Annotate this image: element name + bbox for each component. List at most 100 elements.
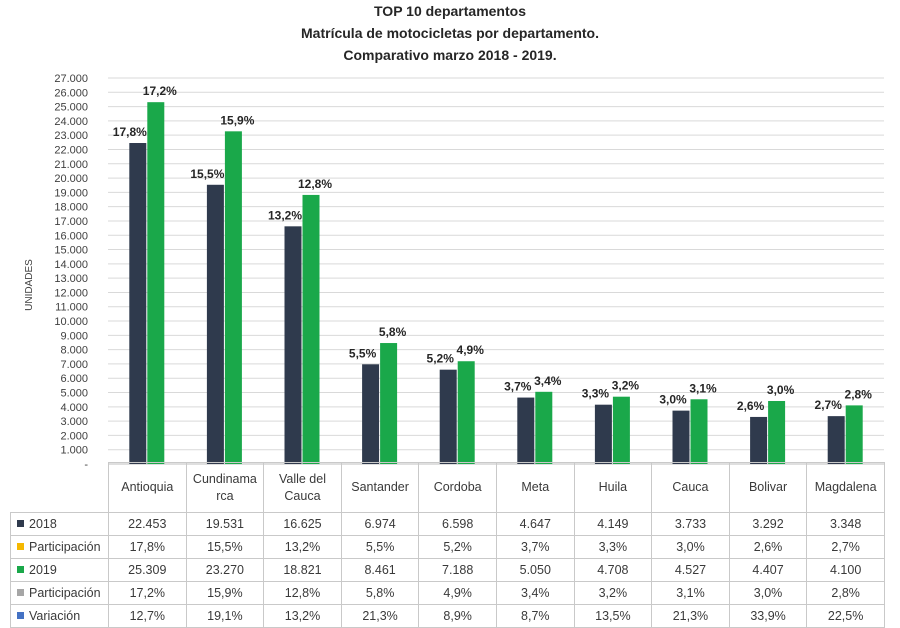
bar-2019-1 [224,131,242,464]
y-tick-label: 16.000 [54,230,88,242]
data-label-2019-7: 3,1% [689,381,717,395]
data-label-2018-5: 3,7% [504,380,532,394]
table-cell: 13,5% [573,604,653,628]
data-label-2019-0: 17,2% [143,84,177,98]
category-label: Santander [340,462,420,513]
row-label-text: 2019 [29,563,57,577]
row-label-text: Participación [29,540,101,554]
bar-2019-6 [612,396,630,464]
bars [129,102,863,465]
bar-2018-4 [439,369,457,464]
y-tick-label: 13.000 [54,273,88,285]
table-cell: 3.733 [651,512,730,536]
table-cell: 15,5% [185,535,265,559]
bar-2018-1 [206,184,224,464]
table-row: Participación 17,2% 15,9% 12,8% 5,8% 4,9% 3,4%… [10,581,885,605]
table-cell: 3,0% [728,581,808,605]
y-tick-label: 11.000 [55,302,88,314]
bar-2018-6 [594,404,612,464]
category-label: Huila [573,462,653,513]
data-label-2018-9: 2,7% [815,398,843,412]
y-tick-label: 4.000 [60,402,88,414]
y-tick-label: 1.000 [60,445,88,457]
table-cell: 21,3% [340,604,420,628]
table-cell: 5.050 [495,558,575,582]
y-tick-label: 9.000 [60,330,88,342]
table-cell: 13,2% [263,604,342,628]
data-label-2018-7: 3,0% [659,393,687,407]
chart-title-line-3: Comparativo marzo 2018 - 2019. [343,47,557,63]
y-tick-label: 2.000 [60,430,88,442]
table-cell: 4.647 [495,512,575,536]
y-tick-label: 3.000 [60,416,88,428]
table-cell: 8.461 [340,558,420,582]
data-label-2019-5: 3,4% [534,374,562,388]
table-row: Participación 17,8% 15,5% 13,2% 5,5% 5,2% 3,7%… [10,535,885,559]
data-label-2018-0: 17,8% [113,125,147,139]
legend-key [17,543,24,550]
y-tick-label: 26.000 [54,87,88,99]
table-cell: 4.149 [573,512,653,536]
table-cell: 12,7% [108,604,187,628]
table-cell: 5,5% [340,535,420,559]
table-cell: 3.348 [806,512,885,536]
table-cell: 3,3% [573,535,653,559]
row-label-text: Participación [29,586,101,600]
table-cell: 17,8% [108,535,187,559]
legend-key [17,612,24,619]
category-label: Valle del Cauca [263,462,342,513]
table-corner [10,462,109,513]
bar-2018-3 [362,364,380,464]
bar-chart: UNIDADES -1.0002.0003.0004.0005.0006.000… [24,73,884,470]
data-label-2018-2: 13,2% [268,208,302,222]
chart-title-line-2: Matrícula de motocicletas por departamen… [301,25,599,41]
data-label-2018-8: 2,6% [737,399,765,413]
bar-2019-0 [147,102,165,464]
table-cell: 6.598 [418,512,497,536]
legend-key [17,520,24,527]
table-cell: 22,5% [806,604,885,628]
legend-key [17,566,24,573]
category-label: Magdalena [806,462,885,513]
y-tick-label: 21.000 [54,159,88,171]
table-cell: 18.821 [263,558,342,582]
table-cell: 15,9% [185,581,265,605]
data-label-2018-4: 5,2% [427,352,455,366]
table-cell: 2,8% [806,581,885,605]
y-tick-label: 20.000 [54,173,88,185]
table-cell: 2,6% [728,535,808,559]
table-row: Variación 12,7% 19,1% 13,2% 21,3% 8,9% 8,7% 13,… [10,604,885,628]
y-tick-label: 25.000 [54,102,88,114]
table-row: 2018 22.453 19.531 16.625 6.974 6.598 4.647 4.1… [10,512,885,536]
table-cell: 33,9% [728,604,808,628]
gridlines [108,77,884,465]
table-cell: 6.974 [340,512,420,536]
data-label-2018-6: 3,3% [582,387,610,401]
table-cell: 3,0% [651,535,730,559]
table-cell: 22.453 [108,512,187,536]
row-label: Participación [10,535,109,559]
table-cell: 4.407 [728,558,808,582]
table-cell: 4.708 [573,558,653,582]
table-cell: 3,4% [495,581,575,605]
table-cell: 23.270 [185,558,265,582]
category-label: Cundinama rca [185,462,265,513]
row-label: 2019 [10,558,109,582]
table-cell: 19,1% [185,604,265,628]
row-label: Participación [10,581,109,605]
table-cell: 12,8% [263,581,342,605]
category-label: Cauca [651,462,730,513]
row-label-text: Variación [29,609,81,623]
bar-2019-4 [457,361,475,464]
chart-title-line-1: TOP 10 departamentos [374,3,526,19]
y-tick-label: 23.000 [54,130,88,142]
y-axis-ticks: -1.0002.0003.0004.0005.0006.0007.0008.00… [54,73,88,470]
data-label-2019-2: 12,8% [298,177,332,191]
bar-2018-7 [672,410,690,464]
data-table: Antioquia Cundinama rca Valle del Cauca San… [10,462,885,628]
y-tick-label: 12.000 [54,287,88,299]
data-label-2019-4: 4,9% [457,343,485,357]
table-cell: 21,3% [651,604,730,628]
table-cell: 5,2% [418,535,497,559]
category-label: Meta [495,462,575,513]
